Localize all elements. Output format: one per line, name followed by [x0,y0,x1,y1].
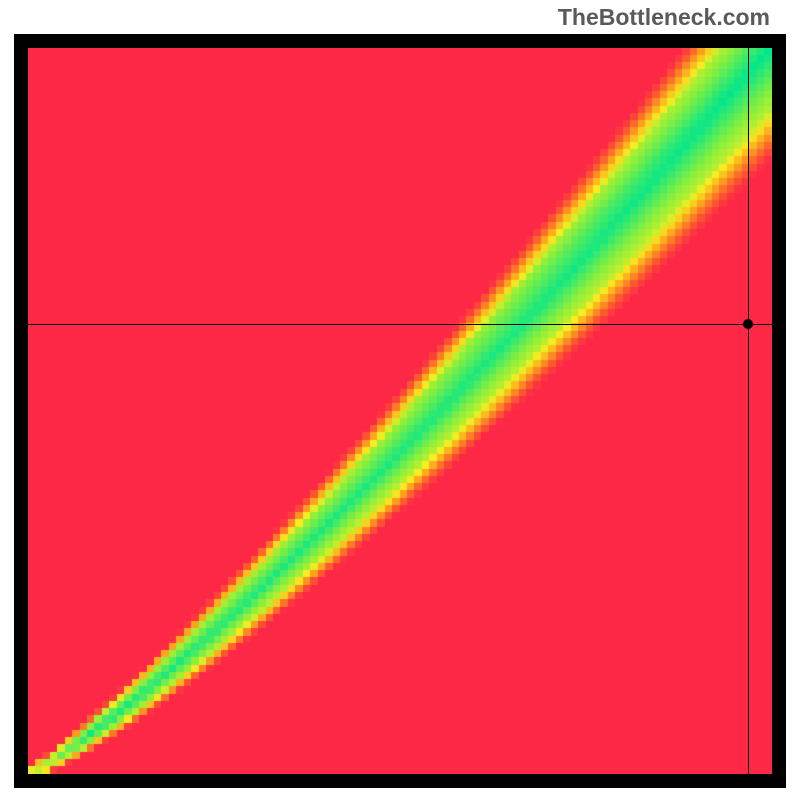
chart-border [14,34,786,788]
chart-container: TheBottleneck.com [0,0,800,800]
crosshair-marker-dot [743,319,753,329]
heatmap-canvas [28,48,772,774]
crosshair-horizontal-line [28,324,772,325]
crosshair-vertical-line [748,48,749,774]
chart-plot-area [28,48,772,774]
watermark-text: TheBottleneck.com [558,4,770,31]
